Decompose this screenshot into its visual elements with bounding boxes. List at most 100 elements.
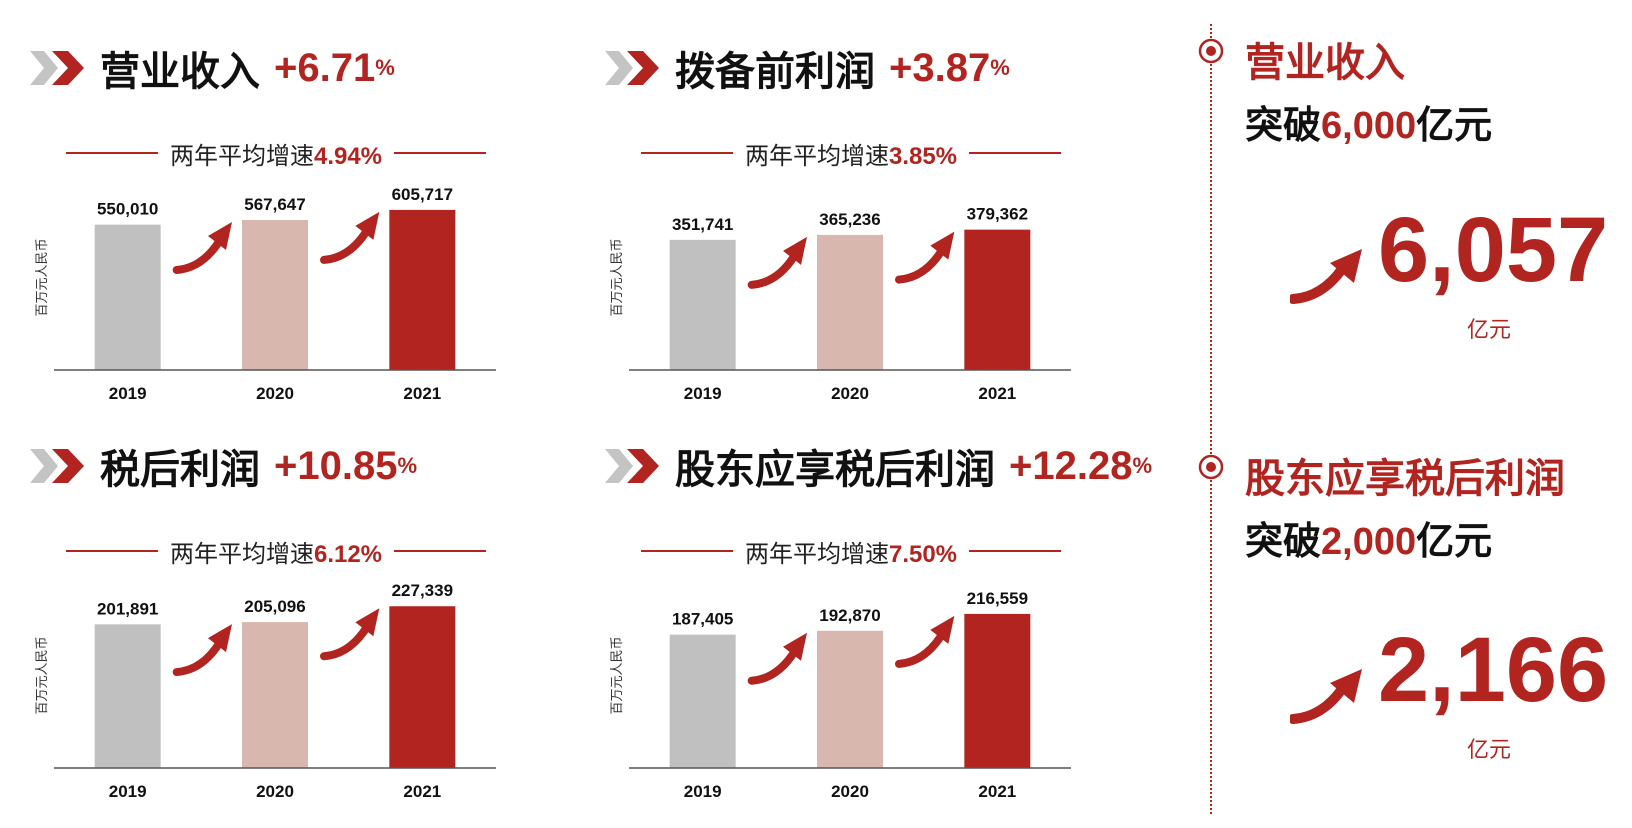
x-tick-label: 2020: [256, 384, 294, 403]
data-label: 379,362: [967, 205, 1028, 224]
highlight-sub-prefix: 突破: [1245, 105, 1322, 147]
y-axis-label: 百万元人民币: [609, 636, 624, 714]
bar-2020: [242, 219, 308, 370]
growth-arrow-icon: [895, 231, 955, 284]
highlight-operating-income: 营业收入 突破6,000亿元: [1245, 30, 1625, 149]
bar-2019: [94, 624, 161, 768]
metric-title: 税后利润: [100, 448, 260, 492]
data-label: 192,870: [819, 606, 880, 625]
growth-percent-sign: %: [990, 55, 1010, 80]
metric-title: 营业收入: [100, 50, 260, 94]
growth-value: +6.71: [274, 45, 376, 90]
average-growth-row: 两年平均增速7.50%: [641, 536, 1061, 568]
target-icon: [1198, 454, 1224, 480]
growth-value: +10.85: [274, 443, 398, 488]
growth-arrow-icon: [747, 236, 807, 289]
bar-2021: [964, 613, 1031, 768]
data-label: 201,891: [97, 599, 158, 618]
panel-pre-provision-profit: 拨备前利润 +3.87 % 两年平均增速3.85% 百万元人民币 351,741 2…: [605, 20, 1165, 430]
bar-chart: 百万元人民币 201,891 2019 205,096 2020 227,339 2021: [34, 581, 496, 801]
highlight-title: 股东应享税后利润: [1245, 457, 1565, 501]
highlight-unit: 亿元: [1467, 317, 1512, 342]
highlight-title: 营业收入: [1245, 41, 1405, 85]
growth-arrow-icon: [895, 615, 955, 668]
growth-percent-sign: %: [397, 453, 418, 478]
highlight-subtitle: 突破2,000亿元: [1245, 510, 1625, 565]
panel-title-row: 营业收入 +6.71 %: [30, 38, 395, 98]
y-axis-label: 百万元人民币: [34, 238, 49, 316]
panel-profit-after-tax: 税后利润 +10.85 % 两年平均增速6.12% 百万元人民币 201,891 2…: [30, 418, 590, 828]
divider-line: [641, 152, 733, 154]
divider-line: [66, 152, 158, 154]
y-axis-label: 百万元人民币: [609, 238, 624, 316]
bar-2020: [242, 622, 308, 768]
average-growth-label: 两年平均增速: [169, 540, 314, 568]
average-growth-label: 两年平均增速: [744, 540, 889, 568]
x-tick-label: 2019: [109, 384, 147, 403]
growth-value: +12.28: [1009, 443, 1133, 488]
growth-percent-sign: %: [375, 55, 395, 80]
bar-2019: [669, 239, 736, 370]
x-tick-label: 2021: [403, 782, 441, 801]
divider-line: [394, 550, 486, 552]
highlight-sub-suffix: 亿元: [1416, 521, 1493, 563]
vertical-dotted-divider: [1210, 24, 1212, 814]
metric-title: 拨备前利润: [675, 50, 875, 94]
growth-arrow-icon: [747, 632, 807, 685]
bar-2020: [817, 630, 883, 768]
bar-2020: [817, 234, 883, 370]
bar-chart: 百万元人民币 187,405 2019 192,870 2020 216,559 2021: [609, 589, 1071, 801]
target-icon: [1198, 38, 1224, 64]
bar-2021: [389, 606, 456, 768]
growth-arrow-icon: [320, 608, 380, 661]
growth-arrow-icon: [172, 624, 232, 677]
divider-line: [641, 550, 733, 552]
curved-arrow-icon: [1290, 249, 1362, 304]
data-label: 365,236: [819, 210, 880, 229]
highlight-unit: 亿元: [1467, 737, 1512, 762]
data-label: 351,741: [672, 215, 733, 234]
highlight-shareholder-profit: 股东应享税后利润 突破2,000亿元: [1245, 446, 1625, 565]
divider-line: [969, 152, 1061, 154]
double-chevron-icon: [605, 449, 659, 483]
growth-percent-sign: %: [1132, 453, 1153, 478]
growth-arrow-icon: [172, 221, 232, 274]
panel-shareholder-profit: 股东应享税后利润 +12.28 % 两年平均增速7.50% 百万元人民币 187,…: [605, 418, 1165, 828]
panel-title-row: 税后利润 +10.85 %: [30, 436, 417, 496]
average-growth-value: 3.85%: [888, 142, 958, 170]
average-growth-label: 两年平均增速: [744, 142, 889, 170]
x-tick-label: 2019: [684, 782, 722, 801]
average-growth-row: 两年平均增速6.12%: [66, 536, 486, 568]
bar-chart: 百万元人民币 351,741 2019 365,236 2020 379,362 2021: [609, 205, 1071, 403]
average-growth-value: 6.12%: [313, 540, 383, 568]
x-tick-label: 2020: [831, 782, 869, 801]
x-tick-label: 2019: [109, 782, 147, 801]
highlight-big-number: 6,057: [1378, 199, 1609, 301]
x-tick-label: 2021: [978, 384, 1016, 403]
bar-chart: 百万元人民币 550,010 2019 567,647 2020 605,717 2021: [34, 185, 496, 403]
y-axis-label: 百万元人民币: [34, 636, 49, 714]
double-chevron-icon: [30, 51, 84, 85]
data-label: 550,010: [97, 200, 158, 219]
bar-2019: [94, 224, 161, 370]
x-tick-label: 2021: [403, 384, 441, 403]
highlight-big-number: 2,166: [1378, 619, 1609, 721]
data-label: 567,647: [244, 195, 305, 214]
highlight-subtitle: 突破6,000亿元: [1245, 94, 1625, 149]
x-tick-label: 2020: [831, 384, 869, 403]
divider-line: [394, 152, 486, 154]
panel-operating-income: 营业收入 +6.71 % 两年平均增速4.94% 百万元人民币 550,010 20…: [30, 20, 590, 430]
highlight-sub-value: 6,000: [1321, 105, 1417, 147]
panel-title-row: 股东应享税后利润 +12.28 %: [605, 436, 1152, 496]
average-growth-row: 两年平均增速3.85%: [641, 138, 1061, 170]
data-label: 605,717: [392, 185, 453, 204]
data-label: 216,559: [967, 589, 1028, 608]
metric-title: 股东应享税后利润: [675, 448, 995, 492]
growth-value: +3.87: [889, 45, 991, 90]
divider-line: [969, 550, 1061, 552]
highlight-sub-suffix: 亿元: [1416, 105, 1493, 147]
panel-title-row: 拨备前利润 +3.87 %: [605, 38, 1010, 98]
x-tick-label: 2021: [978, 782, 1016, 801]
bar-2021: [389, 209, 456, 370]
divider-line: [66, 550, 158, 552]
